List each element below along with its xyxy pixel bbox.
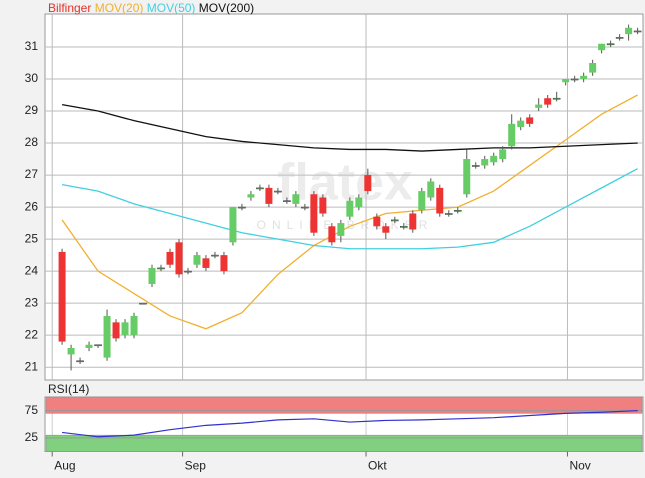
candle-body [319, 197, 327, 214]
candle-body [265, 187, 273, 204]
candle-body [94, 344, 102, 347]
candle-body [570, 78, 579, 81]
candle-body [310, 194, 318, 233]
legend-entry: MOV(50) [146, 1, 196, 15]
legend-entry: Bilfinger [48, 1, 92, 15]
candle-body [526, 117, 534, 124]
candle-body [544, 98, 552, 105]
candle-body [211, 254, 219, 257]
candle-body [337, 223, 345, 236]
moving-average [61, 94, 638, 330]
candle-body [508, 123, 516, 147]
candle-body [453, 209, 462, 212]
y-tick-label: 23 [25, 295, 39, 309]
legend-entry: MOV(200) [198, 1, 255, 15]
candle-body [157, 267, 165, 270]
candle-body [463, 159, 471, 195]
candle-body [328, 226, 336, 243]
candle-body [490, 155, 498, 163]
candle-body [364, 175, 372, 192]
candle-body [580, 75, 588, 80]
candle-body [175, 242, 183, 275]
candle-body [76, 360, 84, 363]
y-tick-label: 28 [25, 135, 39, 149]
candle-body [121, 322, 129, 336]
candle-body [517, 120, 525, 128]
candle-body [202, 258, 210, 268]
y-tick-label: 25 [25, 430, 39, 444]
candle-body [633, 30, 642, 33]
candle-body [444, 213, 453, 215]
rsi-band [45, 396, 643, 414]
y-tick-label: 22 [25, 327, 39, 341]
moving-average [61, 103, 638, 152]
x-tick-label: Aug [54, 459, 75, 473]
y-tick-label: 29 [25, 103, 39, 117]
candle-body [247, 194, 255, 198]
candle-body [535, 104, 543, 108]
y-tick-label: 25 [25, 231, 39, 245]
candle-body [148, 267, 156, 284]
y-tick-label: 26 [25, 199, 39, 213]
rsi-line [62, 410, 638, 438]
y-tick-label: 27 [25, 167, 39, 181]
candle-body [112, 322, 120, 339]
candle-body [346, 200, 354, 217]
candle-body [67, 347, 75, 355]
candle-body [481, 159, 489, 166]
x-tick-label: Okt [368, 459, 387, 473]
candle-body [615, 37, 624, 39]
candle-body [301, 206, 309, 209]
candle-body [589, 62, 597, 73]
candle-body [409, 213, 417, 230]
candle-body [625, 27, 633, 35]
y-tick-label: 21 [25, 359, 39, 373]
candle-body [130, 315, 138, 336]
candle-body [184, 270, 192, 273]
watermark: ONLINE BROKER [257, 218, 434, 232]
x-tick-label: Sep [185, 459, 207, 473]
candle-body [220, 255, 228, 272]
candle-body [399, 225, 408, 228]
main-plot [44, 13, 644, 381]
y-tick-label: 30 [25, 71, 39, 85]
candle-body [598, 43, 606, 51]
y-tick-label: 31 [25, 39, 39, 53]
candle-body [292, 194, 300, 204]
x-tick-label: Nov [569, 459, 590, 473]
candle-body [139, 302, 147, 305]
candle-body [229, 207, 237, 243]
candle-body [436, 187, 444, 214]
candle-body [256, 187, 264, 190]
candle-body [552, 97, 561, 100]
candle-body [58, 251, 66, 342]
moving-average [61, 168, 638, 250]
candle-body [373, 216, 381, 227]
candle-body [193, 255, 201, 265]
candle-body [391, 219, 399, 222]
candle-body [427, 181, 435, 198]
rsi-title: RSI(14) [48, 382, 89, 396]
y-tick-label: 24 [25, 263, 39, 277]
candle-body [355, 197, 363, 208]
candle-body [103, 315, 111, 358]
candle-body [471, 165, 480, 167]
rsi-band [45, 434, 643, 452]
candle-body [499, 149, 507, 160]
candle-body [274, 190, 282, 193]
y-tick-label: 75 [25, 403, 39, 417]
watermark: flatex [277, 154, 413, 212]
legend: Bilfinger MOV(20) MOV(50) MOV(200) [48, 1, 254, 15]
candle-body [606, 43, 615, 46]
candle-body [382, 226, 390, 233]
candle-body [238, 206, 246, 209]
candle-body [418, 191, 426, 211]
candle-body [562, 79, 570, 83]
candle-body [283, 200, 291, 202]
candle-body [85, 344, 93, 348]
legend-entry: MOV(20) [94, 1, 144, 15]
candle-body [166, 251, 174, 265]
